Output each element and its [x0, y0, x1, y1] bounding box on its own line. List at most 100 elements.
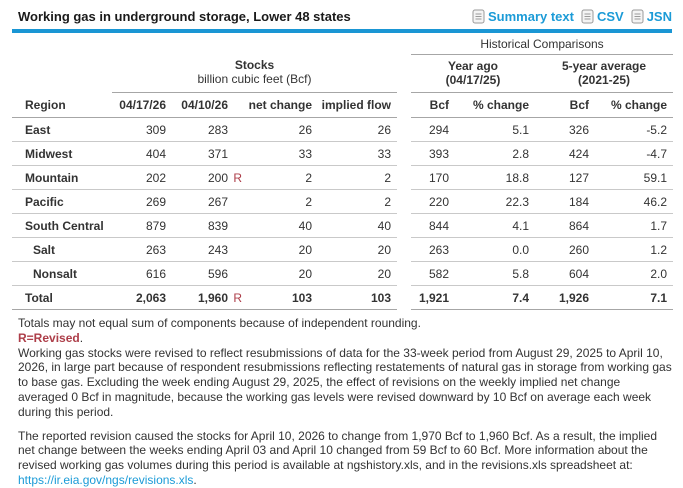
cell-stock-current: 269 [112, 189, 172, 214]
cell-net-change: 2 [248, 189, 318, 214]
cell-yearago-pct: 2.8 [455, 141, 535, 166]
cell-stock-previous: 839 [172, 213, 248, 238]
cell-5yr-pct: -5.2 [595, 117, 673, 142]
five-year-subtitle: (2021-25) [577, 72, 631, 87]
column-header-row: Region 04/17/26 04/10/26 net change impl… [12, 92, 673, 118]
cell-stock-previous: 267 [172, 189, 248, 214]
column-gap [397, 238, 411, 262]
cell-5yr-bcf: 604 [535, 261, 595, 286]
footnotes: Totals may not equal sum of components b… [18, 316, 672, 488]
cell-net-change: 26 [248, 117, 318, 142]
csv-link[interactable]: CSV [581, 9, 624, 24]
cell-stock-previous: 200 R [172, 165, 248, 190]
revised-note: R=Revised. [18, 331, 672, 346]
cell-stock-current: 2,063 [112, 285, 172, 310]
table-row-nonsalt: Nonsalt 616 596 20 20 582 5.8 604 2.0 [12, 261, 673, 286]
cell-stock-previous: 596 [172, 261, 248, 286]
cell-yearago-bcf: 844 [411, 213, 455, 238]
cell-stock-current: 202 [112, 165, 172, 190]
year-ago-title: Year ago [447, 58, 499, 73]
five-year-title: 5-year average [561, 58, 647, 73]
column-gap [397, 214, 411, 238]
cell-stock-current: 879 [112, 213, 172, 238]
col-header-yearago-pct: % change [455, 92, 535, 118]
column-gap [397, 262, 411, 286]
stocks-subtitle: billion cubic feet (Bcf) [197, 72, 312, 87]
cell-5yr-bcf: 326 [535, 117, 595, 142]
cell-stock-previous: 283 [172, 117, 248, 142]
column-gap [397, 190, 411, 214]
cell-5yr-pct: -4.7 [595, 141, 673, 166]
cell-region: Total [12, 285, 112, 310]
cell-region: Mountain [12, 165, 112, 190]
cell-yearago-bcf: 220 [411, 189, 455, 214]
link-period: . [193, 472, 197, 487]
csv-link-label[interactable]: CSV [596, 8, 624, 24]
cell-region: Salt [12, 237, 112, 262]
col-header-current: 04/17/26 [112, 92, 172, 118]
cell-stock-current: 263 [112, 237, 172, 262]
cell-5yr-pct: 59.1 [595, 165, 673, 190]
stocks-title: Stocks [234, 58, 275, 73]
cell-stock-current: 404 [112, 141, 172, 166]
export-links: Summary text CSV JSN [465, 9, 672, 24]
revised-flag: R [233, 290, 242, 305]
cell-region: East [12, 117, 112, 142]
column-gap [397, 93, 411, 118]
table-row-total: Total 2,063 1,960 R 103 103 1,921 7.4 1,9… [12, 285, 673, 310]
col-header-implied-flow: implied flow [318, 92, 397, 118]
cell-5yr-bcf: 864 [535, 213, 595, 238]
cell-yearago-bcf: 582 [411, 261, 455, 286]
spacer-cell [12, 33, 411, 55]
cell-region: Pacific [12, 189, 112, 214]
cell-5yr-bcf: 424 [535, 141, 595, 166]
document-icon [581, 9, 594, 24]
jsn-link[interactable]: JSN [631, 9, 672, 24]
cell-yearago-pct: 5.8 [455, 261, 535, 286]
cell-net-change: 103 [248, 285, 318, 310]
top-bar: Working gas in underground storage, Lowe… [12, 5, 672, 27]
revisions-link[interactable]: https://ir.eia.gov/ngs/revisions.xls [18, 472, 194, 487]
five-year-group-header: 5-year average (2021-25) [535, 54, 673, 93]
cell-implied-flow: 20 [318, 261, 397, 286]
revisions-link-line: https://ir.eia.gov/ngs/revisions.xls. [18, 473, 672, 488]
rounding-note: Totals may not equal sum of components b… [18, 316, 421, 330]
cell-5yr-bcf: 184 [535, 189, 595, 214]
cell-5yr-pct: 7.1 [595, 285, 673, 310]
column-gap [397, 286, 411, 310]
table-row-midwest: Midwest 404 371 33 33 393 2.8 424 -4.7 [12, 141, 673, 166]
group-header-row: Stocks billion cubic feet (Bcf) Year ago… [12, 54, 673, 93]
cell-implied-flow: 33 [318, 141, 397, 166]
document-icon [631, 9, 644, 24]
reported-revision-paragraph: The reported revision caused the stocks … [18, 428, 658, 473]
summary-text-link-label[interactable]: Summary text [487, 8, 574, 24]
col-header-5yr-pct: % change [595, 92, 673, 118]
cell-stock-current: 309 [112, 117, 172, 142]
cell-implied-flow: 20 [318, 237, 397, 262]
cell-yearago-bcf: 1,921 [411, 285, 455, 310]
revised-period: . [79, 330, 84, 345]
cell-yearago-pct: 7.4 [455, 285, 535, 310]
historical-comparisons-row: Historical Comparisons [12, 33, 673, 55]
cell-stock-previous: 1,960 R [172, 285, 248, 310]
year-ago-subtitle: (04/17/25) [445, 72, 501, 87]
cell-implied-flow: 2 [318, 189, 397, 214]
cell-implied-flow: 2 [318, 165, 397, 190]
cell-yearago-pct: 4.1 [455, 213, 535, 238]
spacer-cell [12, 55, 112, 93]
cell-5yr-bcf: 127 [535, 165, 595, 190]
cell-stock-previous: 243 [172, 237, 248, 262]
cell-yearago-pct: 0.0 [455, 237, 535, 262]
summary-text-link[interactable]: Summary text [472, 9, 574, 24]
jsn-link-label[interactable]: JSN [646, 8, 672, 24]
cell-net-change: 20 [248, 261, 318, 286]
cell-yearago-pct: 22.3 [455, 189, 535, 214]
cell-yearago-pct: 5.1 [455, 117, 535, 142]
table-row-south-central: South Central 879 839 40 40 844 4.1 864 … [12, 213, 673, 238]
cell-5yr-bcf: 1,926 [535, 285, 595, 310]
table-row-pacific: Pacific 269 267 2 2 220 22.3 184 46.2 [12, 189, 673, 214]
revision-paragraph: Working gas stocks were revised to refle… [18, 345, 672, 419]
col-header-yearago-bcf: Bcf [411, 92, 455, 118]
col-header-net-change: net change [248, 92, 318, 118]
